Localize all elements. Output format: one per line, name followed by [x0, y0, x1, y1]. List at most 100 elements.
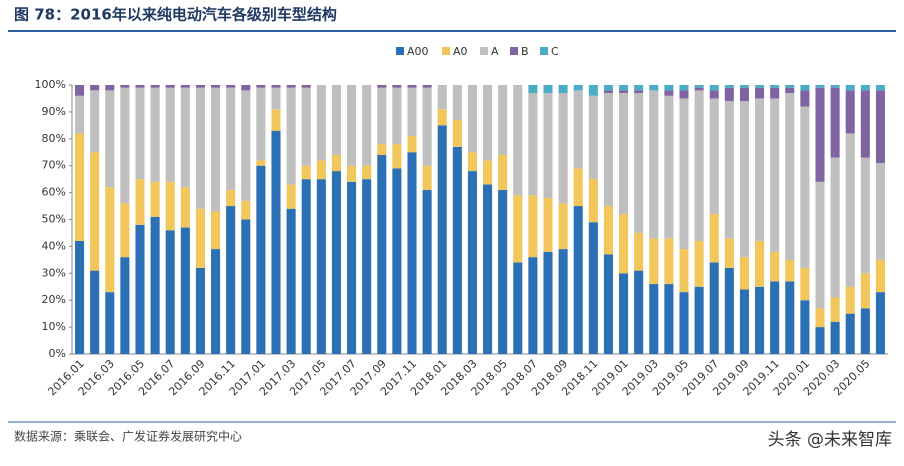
bar-segment	[770, 251, 780, 282]
bar-segment	[241, 200, 251, 220]
bar-segment	[135, 85, 145, 88]
bar-segment	[603, 206, 613, 255]
bar-segment	[619, 93, 629, 215]
bar-segment	[75, 85, 85, 96]
bar-segment	[331, 171, 341, 354]
bar-segment	[649, 238, 659, 285]
bar-segment	[755, 98, 765, 242]
bar-segment	[407, 152, 417, 354]
bar-segment	[286, 184, 296, 209]
bar-segment	[815, 181, 825, 309]
bar-segment	[785, 87, 795, 94]
bar-segment	[211, 87, 221, 212]
bar-segment	[694, 85, 704, 88]
bar-segment	[256, 160, 266, 166]
bar-segment	[437, 125, 447, 354]
bar-segment	[709, 98, 719, 215]
bar-segment	[694, 241, 704, 287]
bar-segment	[392, 168, 402, 354]
bar-segment	[467, 152, 477, 172]
bar-segment	[785, 259, 795, 282]
bar-segment	[195, 85, 205, 88]
bar-segment	[347, 165, 357, 182]
bar-segment	[75, 241, 85, 354]
bar-segment	[558, 203, 568, 250]
bar-segment	[90, 270, 100, 354]
bar-segment	[724, 87, 734, 102]
bar-segment	[528, 195, 538, 258]
bar-segment	[845, 313, 855, 354]
bar-segment	[271, 130, 281, 354]
y-tick-label: 20%	[42, 293, 66, 306]
bar-segment	[483, 160, 493, 185]
bar-segment	[755, 241, 765, 287]
bar-segment	[105, 90, 115, 188]
legend-label: A00	[407, 45, 429, 58]
bar-segment	[407, 136, 417, 153]
bar-segment	[573, 206, 583, 354]
bar-segment	[770, 98, 780, 252]
bar-segment	[75, 133, 85, 242]
bar-segment	[558, 85, 568, 94]
bar-segment	[347, 181, 357, 354]
bar-segment	[90, 90, 100, 153]
bar-segment	[362, 165, 372, 180]
bar-segment	[513, 262, 523, 354]
bar-segment	[815, 87, 825, 182]
bar-segment	[165, 85, 175, 88]
y-tick-label: 60%	[42, 186, 66, 199]
bar-segment	[271, 87, 281, 110]
bar-segment	[483, 85, 493, 161]
bar-segment	[301, 165, 311, 180]
bar-segment	[120, 257, 130, 354]
bar-segment	[483, 184, 493, 354]
bar-segment	[603, 93, 613, 207]
bar-segment	[785, 281, 795, 354]
bar-segment	[619, 90, 629, 94]
bar-segment	[634, 85, 644, 91]
bar-segment	[588, 95, 598, 180]
bar-segment	[724, 101, 734, 239]
bar-segment	[860, 273, 870, 309]
bar-segment	[800, 267, 810, 301]
bar-segment	[422, 85, 432, 88]
bar-segment	[875, 90, 885, 164]
bar-segment	[135, 179, 145, 225]
bar-segment	[407, 85, 417, 88]
bar-segment	[452, 119, 462, 147]
bar-segment	[105, 85, 115, 91]
bar-segment	[755, 286, 765, 354]
bar-segment	[694, 87, 704, 91]
bar-segment	[573, 168, 583, 207]
bar-segment	[573, 90, 583, 169]
bar-segment	[135, 87, 145, 180]
bar-segment	[679, 85, 689, 91]
bar-segment	[105, 187, 115, 293]
y-tick-label: 0%	[49, 347, 66, 360]
bar-segment	[528, 85, 538, 94]
bar-segment	[679, 98, 689, 250]
bar-segment	[588, 179, 598, 223]
bar-segment	[195, 208, 205, 268]
bar-segment	[800, 106, 810, 268]
bar-segment	[875, 163, 885, 260]
bar-segment	[180, 227, 190, 354]
y-tick-label: 30%	[42, 266, 66, 279]
bar-segment	[422, 87, 432, 166]
bar-segment	[830, 321, 840, 354]
bar-segment	[331, 154, 341, 172]
bar-segment	[392, 87, 402, 145]
bar-segment	[180, 85, 190, 88]
bar-segment	[800, 300, 810, 354]
bar-segment	[422, 165, 432, 190]
bar-segment	[377, 154, 387, 354]
bar-segment	[770, 281, 780, 354]
bar-segment	[316, 160, 326, 180]
chart-title: 图 78：2016年以来纯电动汽车各级别车型结构	[14, 6, 337, 24]
bar-segment	[180, 187, 190, 228]
bar-segment	[815, 327, 825, 354]
bar-segment	[211, 211, 221, 250]
bar-segment	[301, 87, 311, 166]
bar-segment	[377, 85, 387, 88]
bar-segment	[150, 87, 160, 182]
